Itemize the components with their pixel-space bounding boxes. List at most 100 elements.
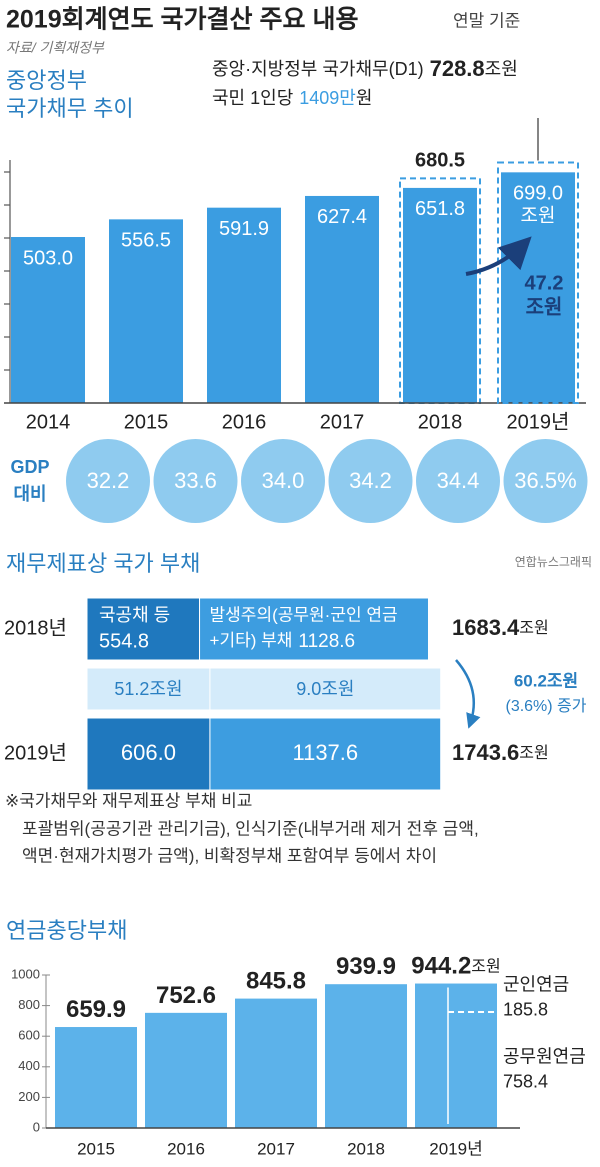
chart-title: 중앙정부 xyxy=(6,68,87,93)
value-label: 944.2조원 xyxy=(411,953,501,980)
y-tick-label: 600 xyxy=(18,1028,40,1043)
value-label: 845.8 xyxy=(246,968,306,995)
total-unit: 조원 xyxy=(519,619,548,637)
x-tick-label: 2016 xyxy=(167,1139,205,1158)
basis-note: 연말 기준 xyxy=(453,11,520,30)
d1-unit: 조원 xyxy=(485,59,518,79)
y-tick-label: 800 xyxy=(18,997,40,1012)
value: 659.9 xyxy=(66,996,126,1023)
bar-segment xyxy=(209,717,442,791)
value: 752.6 xyxy=(156,982,216,1009)
breakdown-name: 군인연금 xyxy=(503,975,569,995)
bar xyxy=(305,195,379,403)
value-label: 651.8 xyxy=(415,198,465,220)
bar-segment xyxy=(86,717,211,791)
series-name-line: +기타) 부채 1128.6 xyxy=(210,631,356,652)
value-label: 556.5 xyxy=(121,230,171,252)
y-tick-label: 1000 xyxy=(11,966,40,981)
gdp-value: 33.6 xyxy=(174,468,217,493)
gdp-circle xyxy=(416,439,500,523)
series-value: 1137.6 xyxy=(292,740,358,765)
increase-value: 47.2 xyxy=(525,272,564,294)
x-tick-label: 2017 xyxy=(320,411,365,433)
note-line: 포괄범위(공공기관 관리기금), 인식기준(내부거래 제거 전후 금액, xyxy=(22,819,479,838)
source: 자료/ 기획재정부 xyxy=(6,40,105,56)
bar xyxy=(325,984,407,1128)
d1-outline xyxy=(497,161,579,404)
x-tick-label: 2015 xyxy=(124,411,169,433)
total-unit: 조원 xyxy=(519,744,548,762)
per-capita-value: 1409만 xyxy=(299,88,356,108)
credit: 연합뉴스그래픽 xyxy=(515,555,592,569)
note-title: ※국가채무와 재무제표상 부채 비교 xyxy=(5,791,252,810)
page-title: 2019회계연도 국가결산 주요 내용 xyxy=(6,6,358,34)
total-label: 1683.4조원 xyxy=(452,615,549,640)
series-value: 606.0 xyxy=(121,740,176,765)
bar-segment xyxy=(86,597,201,661)
bar xyxy=(109,219,183,403)
breakdown-value: 185.8 xyxy=(503,1000,548,1020)
d1-annotation: 중앙·지방정부 국가채무(D1) 728.8조원 xyxy=(212,56,518,81)
gdp-value: 36.5% xyxy=(514,468,576,493)
value-label: 939.9 xyxy=(336,954,396,981)
gdp-circle xyxy=(503,439,588,523)
x-tick-label: 2017 xyxy=(257,1139,295,1158)
bar xyxy=(145,1012,227,1128)
y-tick-label: 200 xyxy=(18,1089,40,1104)
gdp-value: 34.4 xyxy=(437,468,480,493)
bar xyxy=(501,172,575,403)
total-label: 1743.6조원 xyxy=(452,740,549,765)
d1-label: 중앙·지방정부 국가채무(D1) xyxy=(212,59,424,79)
total-change-value: 60.2조원 xyxy=(514,671,578,690)
total-change-note: (3.6%) 증가 xyxy=(505,697,586,715)
x-tick-label: 2019년 xyxy=(429,1139,482,1158)
category-label: 2019년 xyxy=(4,741,67,764)
bar xyxy=(207,207,281,403)
y-tick-label: 400 xyxy=(18,1058,40,1073)
unit-label: 조원 xyxy=(521,204,556,226)
change-label: 51.2조원 xyxy=(114,679,182,699)
bar-segment xyxy=(199,597,429,661)
value-label: 699.0 xyxy=(513,183,563,205)
x-tick-label: 2016 xyxy=(222,411,267,433)
value-label: 503.0 xyxy=(23,247,73,269)
gdp-label: 대비 xyxy=(13,484,46,504)
unit: 조원 xyxy=(471,958,500,976)
value: 944.2 xyxy=(411,953,471,980)
gdp-circle xyxy=(241,439,325,523)
change-label: 9.0조원 xyxy=(296,679,354,699)
note-line: 액면·현재가치평가 금액), 비확정부채 포함여부 등에서 차이 xyxy=(22,846,437,865)
breakdown-value: 758.4 xyxy=(503,1072,548,1092)
increase-arrow xyxy=(465,236,532,276)
bar xyxy=(403,187,477,403)
value-label: 591.9 xyxy=(219,218,269,240)
bar xyxy=(11,237,85,403)
gdp-value: 32.2 xyxy=(87,468,130,493)
chart-title: 연금충당부채 xyxy=(6,918,127,943)
bar xyxy=(235,998,317,1128)
chart-title: 국가채무 추이 xyxy=(6,96,134,121)
x-tick-label: 2018 xyxy=(418,411,463,433)
total-change-arrow xyxy=(455,659,481,729)
gdp-circle xyxy=(66,439,150,523)
per-capita-unit: 원 xyxy=(356,88,373,108)
value-label: 627.4 xyxy=(317,206,367,228)
total-value: 1683.4 xyxy=(452,615,520,640)
series-value: 554.8 xyxy=(99,630,149,652)
value: 939.9 xyxy=(336,954,396,981)
outline-label: 680.5 xyxy=(415,150,465,172)
per-capita-annotation: 국민 1인당 1409만원 xyxy=(212,88,372,108)
series-name: +기타) 부채 xyxy=(210,631,293,650)
category-label: 2018년 xyxy=(4,616,67,639)
per-capita-label: 국민 1인당 xyxy=(212,88,293,108)
total-value: 1743.6 xyxy=(452,740,519,765)
value-label: 752.6 xyxy=(156,982,216,1009)
series-value: 1128.6 xyxy=(298,631,355,652)
bar xyxy=(415,983,497,1128)
y-tick-label: 0 xyxy=(33,1119,40,1134)
x-tick-label: 2015 xyxy=(77,1139,115,1158)
